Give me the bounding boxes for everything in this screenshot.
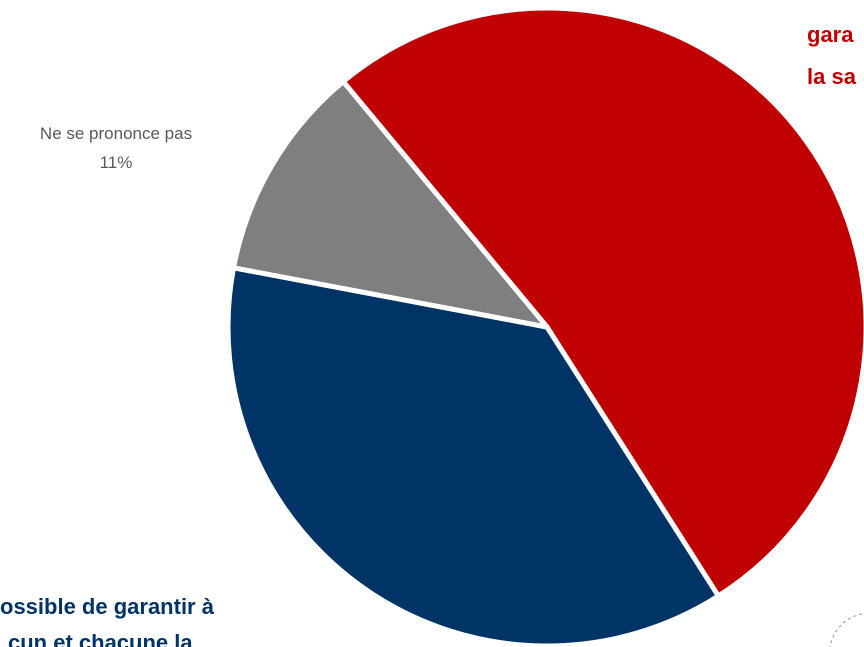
slice-label: gara: [807, 22, 854, 47]
slice-label: la sa: [807, 64, 857, 89]
pie-slice: [225, 265, 721, 647]
slice-label: cun et chacune la: [8, 630, 193, 647]
value-label: 11%: [100, 153, 133, 172]
pie-slice: [231, 79, 550, 330]
pie-slice: [340, 5, 864, 599]
decoration: [829, 613, 863, 647]
slice-label: Ne se prononce pas: [40, 124, 192, 143]
slice-label: ossible de garantir à: [0, 594, 215, 619]
